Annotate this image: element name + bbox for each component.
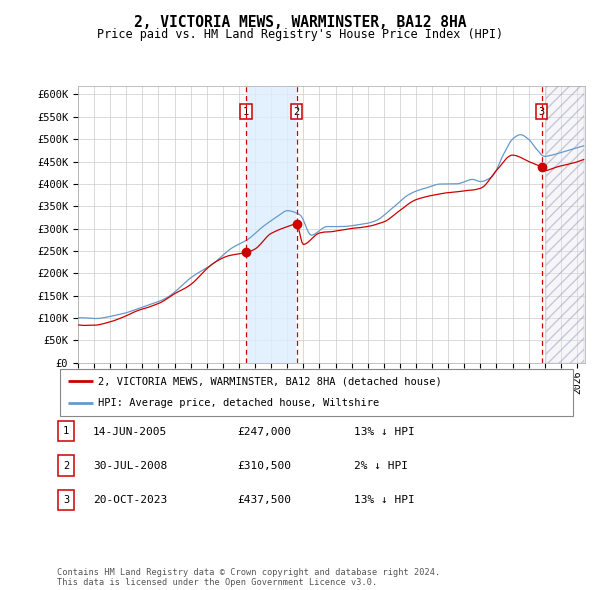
Text: 2% ↓ HPI: 2% ↓ HPI (354, 461, 408, 471)
Text: 3: 3 (63, 495, 69, 504)
Text: 14-JUN-2005: 14-JUN-2005 (93, 427, 167, 437)
Text: 13% ↓ HPI: 13% ↓ HPI (354, 496, 415, 505)
Text: £247,000: £247,000 (237, 427, 291, 437)
Text: £437,500: £437,500 (237, 496, 291, 505)
Text: 13% ↓ HPI: 13% ↓ HPI (354, 427, 415, 437)
Text: £310,500: £310,500 (237, 461, 291, 471)
Text: HPI: Average price, detached house, Wiltshire: HPI: Average price, detached house, Wilt… (98, 398, 380, 408)
Text: 20-OCT-2023: 20-OCT-2023 (93, 496, 167, 505)
Text: 2: 2 (63, 461, 69, 470)
Text: 1: 1 (63, 427, 69, 436)
Text: 30-JUL-2008: 30-JUL-2008 (93, 461, 167, 471)
Text: Contains HM Land Registry data © Crown copyright and database right 2024.
This d: Contains HM Land Registry data © Crown c… (57, 568, 440, 587)
Text: 3: 3 (538, 107, 545, 117)
Text: 2, VICTORIA MEWS, WARMINSTER, BA12 8HA: 2, VICTORIA MEWS, WARMINSTER, BA12 8HA (134, 15, 466, 30)
Text: 1: 1 (243, 107, 250, 117)
Text: 2, VICTORIA MEWS, WARMINSTER, BA12 8HA (detached house): 2, VICTORIA MEWS, WARMINSTER, BA12 8HA (… (98, 376, 442, 386)
Text: Price paid vs. HM Land Registry's House Price Index (HPI): Price paid vs. HM Land Registry's House … (97, 28, 503, 41)
Text: 2: 2 (293, 107, 299, 117)
